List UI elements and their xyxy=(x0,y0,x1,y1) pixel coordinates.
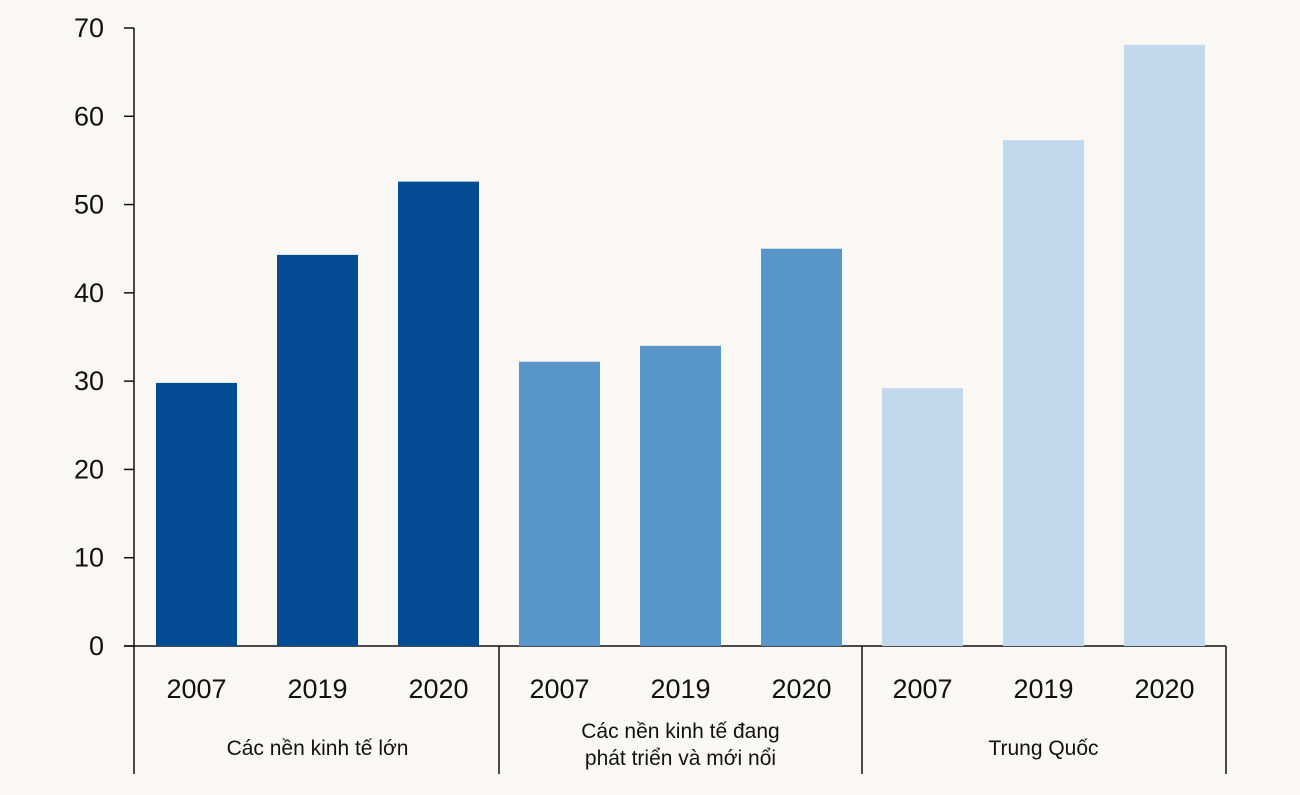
category-label: 2007 xyxy=(166,674,226,704)
category-label: 2019 xyxy=(650,674,710,704)
bar xyxy=(1003,140,1084,646)
category-label: 2019 xyxy=(1013,674,1073,704)
y-tick-label: 30 xyxy=(74,366,104,396)
bar xyxy=(1124,44,1205,646)
category-label: 2007 xyxy=(529,674,589,704)
group-label: Các nền kinh tế đang xyxy=(581,720,779,743)
y-tick-label: 70 xyxy=(74,13,104,43)
bar xyxy=(640,345,721,646)
group-label: phát triển và mới nổi xyxy=(585,747,776,770)
group-label: Trung Quốc xyxy=(988,737,1098,760)
bar xyxy=(519,361,600,646)
bar xyxy=(277,254,358,646)
y-tick-label: 20 xyxy=(74,454,104,484)
category-label: 2020 xyxy=(1134,674,1194,704)
y-tick-label: 60 xyxy=(74,101,104,131)
bar xyxy=(761,248,842,646)
category-label: 2019 xyxy=(287,674,347,704)
bar xyxy=(156,382,237,646)
y-tick-label: 0 xyxy=(89,631,104,661)
y-tick-label: 10 xyxy=(74,543,104,573)
category-label: 2020 xyxy=(408,674,468,704)
category-label: 2007 xyxy=(892,674,952,704)
category-label: 2020 xyxy=(771,674,831,704)
bar xyxy=(398,181,479,647)
y-tick-label: 40 xyxy=(74,278,104,308)
group-label: Các nền kinh tế lớn xyxy=(227,737,409,760)
y-tick-label: 50 xyxy=(74,190,104,220)
bar xyxy=(882,388,963,646)
